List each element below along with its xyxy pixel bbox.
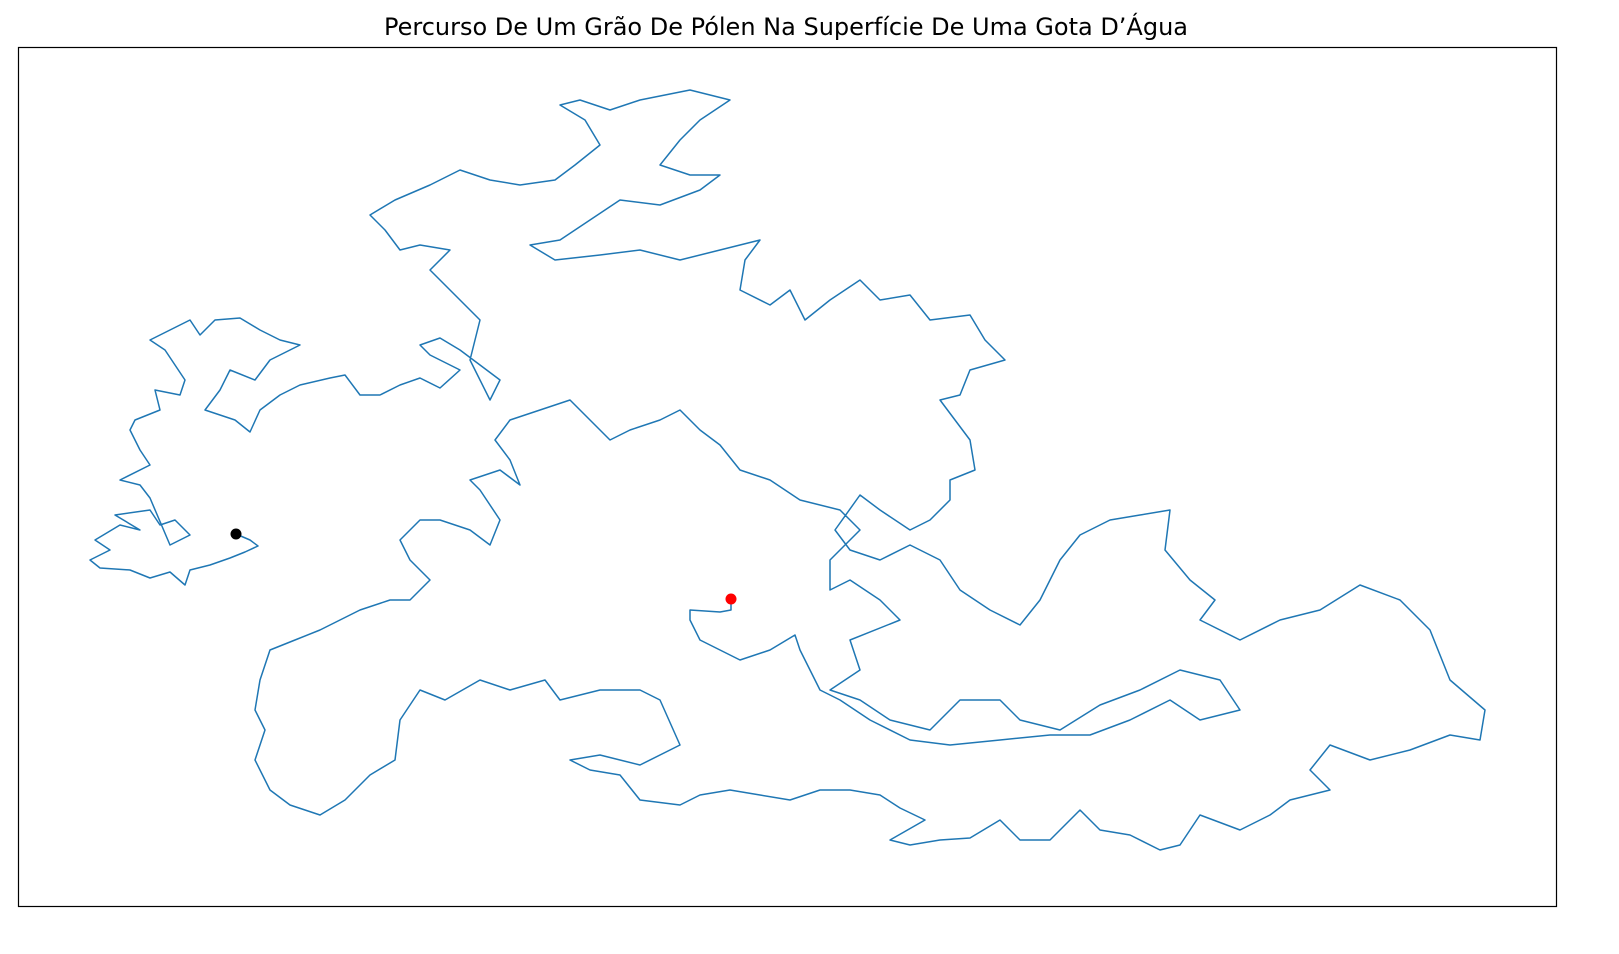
end-point <box>725 593 737 605</box>
walk-path <box>89 89 1486 851</box>
chart-title: Percurso De Um Grão De Pólen Na Superfíc… <box>384 12 1188 41</box>
start-point <box>230 528 242 540</box>
plot-frame <box>17 46 1558 908</box>
